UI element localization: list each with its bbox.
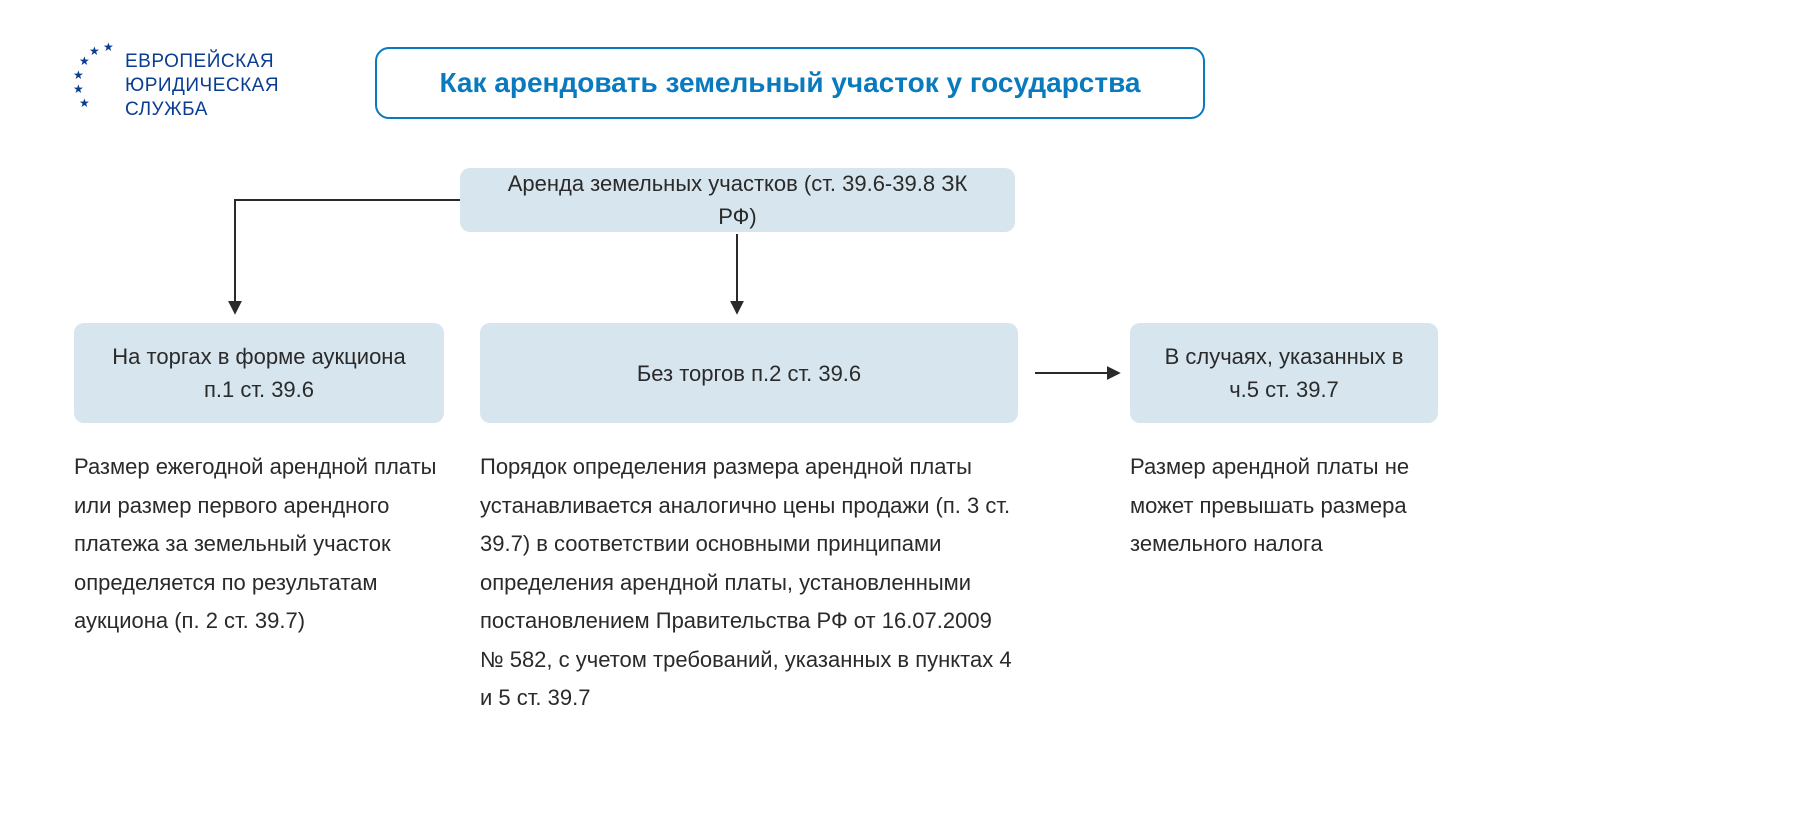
flow-desc-auction: Размер ежегодной арендной платы или разм… bbox=[74, 448, 454, 641]
logo-text: ЕВРОПЕЙСКАЯ ЮРИДИЧЕСКАЯ СЛУЖБА bbox=[125, 48, 279, 121]
flow-node-cases: В случаях, указанных в ч.5 ст. 39.7 bbox=[1130, 323, 1438, 423]
page-title: Как арендовать земельный участок у госуд… bbox=[407, 67, 1173, 99]
flow-node-no-auction: Без торгов п.2 ст. 39.6 bbox=[480, 323, 1018, 423]
flow-desc-no-auction: Порядок определения размера арендной пла… bbox=[480, 448, 1020, 718]
flow-node-root-label: Аренда земельных участков (ст. 39.6-39.8… bbox=[488, 167, 987, 233]
brand-logo: ★ ★ ★ ★ ★ ★ ЕВРОПЕЙСКАЯ ЮРИДИЧЕСКАЯ СЛУЖ… bbox=[75, 48, 279, 121]
flow-node-cases-line1: В случаях, указанных в bbox=[1165, 340, 1404, 373]
flow-node-auction-line2: п.1 ст. 39.6 bbox=[112, 373, 405, 406]
flow-node-root: Аренда земельных участков (ст. 39.6-39.8… bbox=[460, 168, 1015, 232]
flow-desc-cases: Размер арендной платы не может превышать… bbox=[1130, 448, 1450, 564]
logo-line-3: СЛУЖБА bbox=[125, 98, 279, 122]
logo-line-2: ЮРИДИЧЕСКАЯ bbox=[125, 74, 279, 98]
logo-stars-icon: ★ ★ ★ ★ ★ ★ bbox=[75, 48, 119, 116]
page-title-box: Как арендовать земельный участок у госуд… bbox=[375, 47, 1205, 119]
flow-node-cases-line2: ч.5 ст. 39.7 bbox=[1165, 373, 1404, 406]
flow-node-auction-line1: На торгах в форме аукциона bbox=[112, 340, 405, 373]
flow-node-auction: На торгах в форме аукциона п.1 ст. 39.6 bbox=[74, 323, 444, 423]
logo-line-1: ЕВРОПЕЙСКАЯ bbox=[125, 50, 279, 74]
flow-node-no-auction-line1: Без торгов п.2 ст. 39.6 bbox=[637, 357, 861, 390]
